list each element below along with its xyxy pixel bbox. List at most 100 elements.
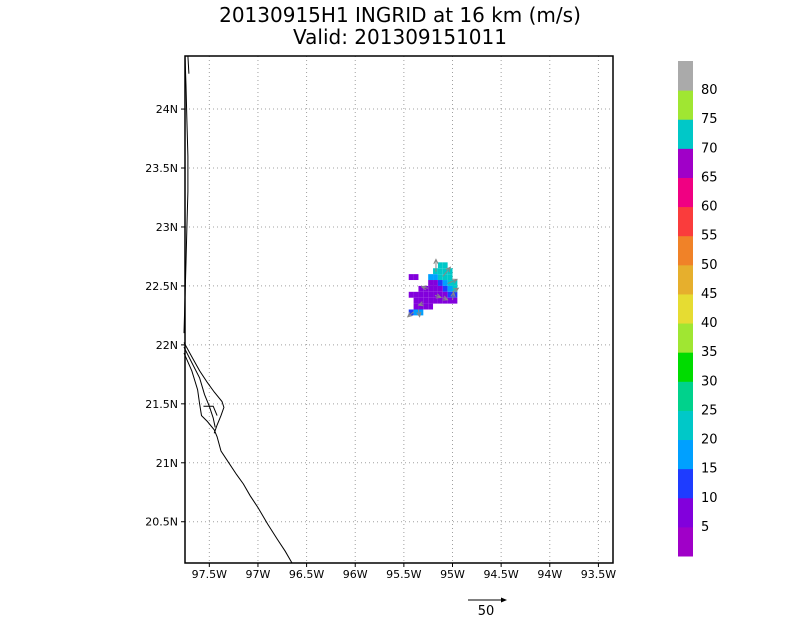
colorbar-swatch — [678, 206, 693, 237]
chart-title: 20130915H1 INGRID at 16 km (m/s) — [219, 3, 581, 27]
colorbar-swatch — [678, 90, 693, 120]
wind-speed-cell — [423, 297, 429, 304]
colorbar-swatch — [678, 293, 693, 324]
y-axis-ticks: 20.5N 21N 21.5N 22N 22.5N 23N 23.5N 24N — [145, 103, 185, 529]
x-tick-label: 94.5W — [483, 568, 518, 581]
colorbar-swatch — [678, 61, 693, 91]
colorbar-label: 10 — [701, 491, 718, 506]
wind-vector — [417, 309, 421, 317]
wind-speed-cell — [447, 291, 453, 298]
colorbar-label: 15 — [701, 462, 718, 477]
x-tick-label: 95.5W — [386, 568, 421, 581]
colorbar-swatch — [678, 235, 693, 266]
wind-vector — [407, 311, 414, 318]
wind-vectors — [406, 258, 460, 318]
wind-speed-cell — [428, 274, 434, 281]
x-tick-label: 96W — [343, 568, 368, 581]
reference-vector-label: 50 — [478, 604, 495, 618]
wind-speed-cell — [447, 268, 453, 275]
y-tick-label: 21N — [156, 457, 178, 470]
coastline-segment — [183, 346, 216, 428]
colorbar-label: 40 — [701, 316, 718, 331]
wind-vector — [452, 292, 455, 301]
wind-vector-head — [450, 291, 456, 298]
colorbar-label: 35 — [701, 345, 718, 360]
wind-speed-cell — [413, 291, 419, 298]
wind-speed-cell — [408, 291, 414, 298]
wind-vector-head — [453, 287, 460, 293]
wind-speed-cell — [428, 280, 434, 286]
wind-vector-head — [433, 258, 439, 265]
grid-lines — [185, 56, 613, 563]
y-tick-label: 21.5N — [145, 398, 178, 411]
colorbar-label: 25 — [701, 403, 718, 418]
wind-speed-cell — [442, 268, 448, 275]
x-tick-label: 97W — [246, 568, 271, 581]
colorbar-label: 45 — [701, 287, 718, 302]
colorbar-swatch — [678, 410, 693, 441]
wind-speed-cell — [408, 309, 414, 316]
wind-speed-cell — [423, 291, 429, 298]
reference-vector: 50 — [468, 597, 507, 618]
wind-speed-cell — [428, 291, 434, 298]
wind-vector — [442, 266, 451, 277]
wind-speed-cell — [413, 274, 419, 281]
wind-speed-cell — [442, 274, 448, 281]
wind-speed-cell — [428, 303, 434, 310]
wind-vector-head — [417, 301, 424, 307]
wind-speed-cell — [423, 285, 429, 292]
colorbar-label: 50 — [701, 258, 718, 273]
y-tick-label: 23N — [156, 221, 178, 234]
wind-speed-cell — [452, 297, 458, 304]
x-tick-label: 96.5W — [289, 568, 324, 581]
wind-vector-head — [435, 293, 442, 299]
colorbar-swatch — [678, 148, 693, 178]
wind-vector-head — [420, 285, 427, 291]
wind-speed-cell — [437, 274, 443, 281]
chart-subtitle: Valid: 201309151011 — [293, 25, 507, 49]
wind-speed-cell — [418, 297, 424, 304]
y-tick-label: 24N — [156, 103, 178, 116]
coastline-segment — [187, 55, 190, 74]
x-tick-label: 95W — [440, 568, 465, 581]
wind-speed-cell — [447, 274, 453, 281]
coastline-segment — [183, 352, 293, 564]
wind-speed-cell — [423, 303, 429, 310]
wind-speed-cell — [418, 291, 424, 298]
wind-vector — [447, 278, 458, 285]
colorbar-swatch — [678, 352, 693, 382]
wind-speed-cell — [433, 274, 438, 281]
wind-speed-cell — [433, 297, 438, 304]
colorbar-label: 55 — [701, 229, 718, 244]
wind-speed-cell — [442, 285, 448, 292]
colorbar-swatch — [678, 381, 693, 411]
wind-speed-cell — [437, 268, 443, 275]
colorbar-label: 70 — [701, 141, 718, 156]
colorbar-swatch — [678, 323, 693, 353]
colorbar: 5 10 15 20 25 30 35 40 45 50 55 60 65 70 75 80 — [678, 61, 718, 557]
wind-speed-cell — [447, 285, 453, 292]
wind-speed-cell — [413, 297, 419, 304]
colorbar-swatch — [678, 264, 693, 295]
wind-speed-cell — [452, 280, 458, 286]
wind-vector-head — [451, 278, 459, 284]
wind-speed-cell — [437, 262, 443, 269]
wind-vector-head — [416, 311, 422, 318]
x-tick-label: 97.5W — [192, 568, 227, 581]
colorbar-swatch — [678, 497, 693, 528]
wind-vector-head — [442, 295, 449, 301]
wind-speed-cell — [442, 291, 448, 298]
x-tick-label: 93.5W — [581, 568, 616, 581]
wind-speed-cell — [437, 285, 443, 292]
wind-speed-cell — [418, 303, 424, 310]
wind-speed-cell — [433, 280, 438, 286]
colorbar-swatch — [678, 468, 693, 499]
wind-vector-head — [445, 266, 452, 273]
colorbar-label: 65 — [701, 170, 718, 185]
wind-speed-cell — [437, 297, 443, 304]
wind-speed-cell — [437, 291, 443, 298]
colorbar-label: 5 — [701, 520, 709, 535]
colorbar-label: 20 — [701, 433, 718, 448]
colorbar-swatch — [678, 177, 693, 208]
wind-vector-head — [406, 312, 413, 318]
